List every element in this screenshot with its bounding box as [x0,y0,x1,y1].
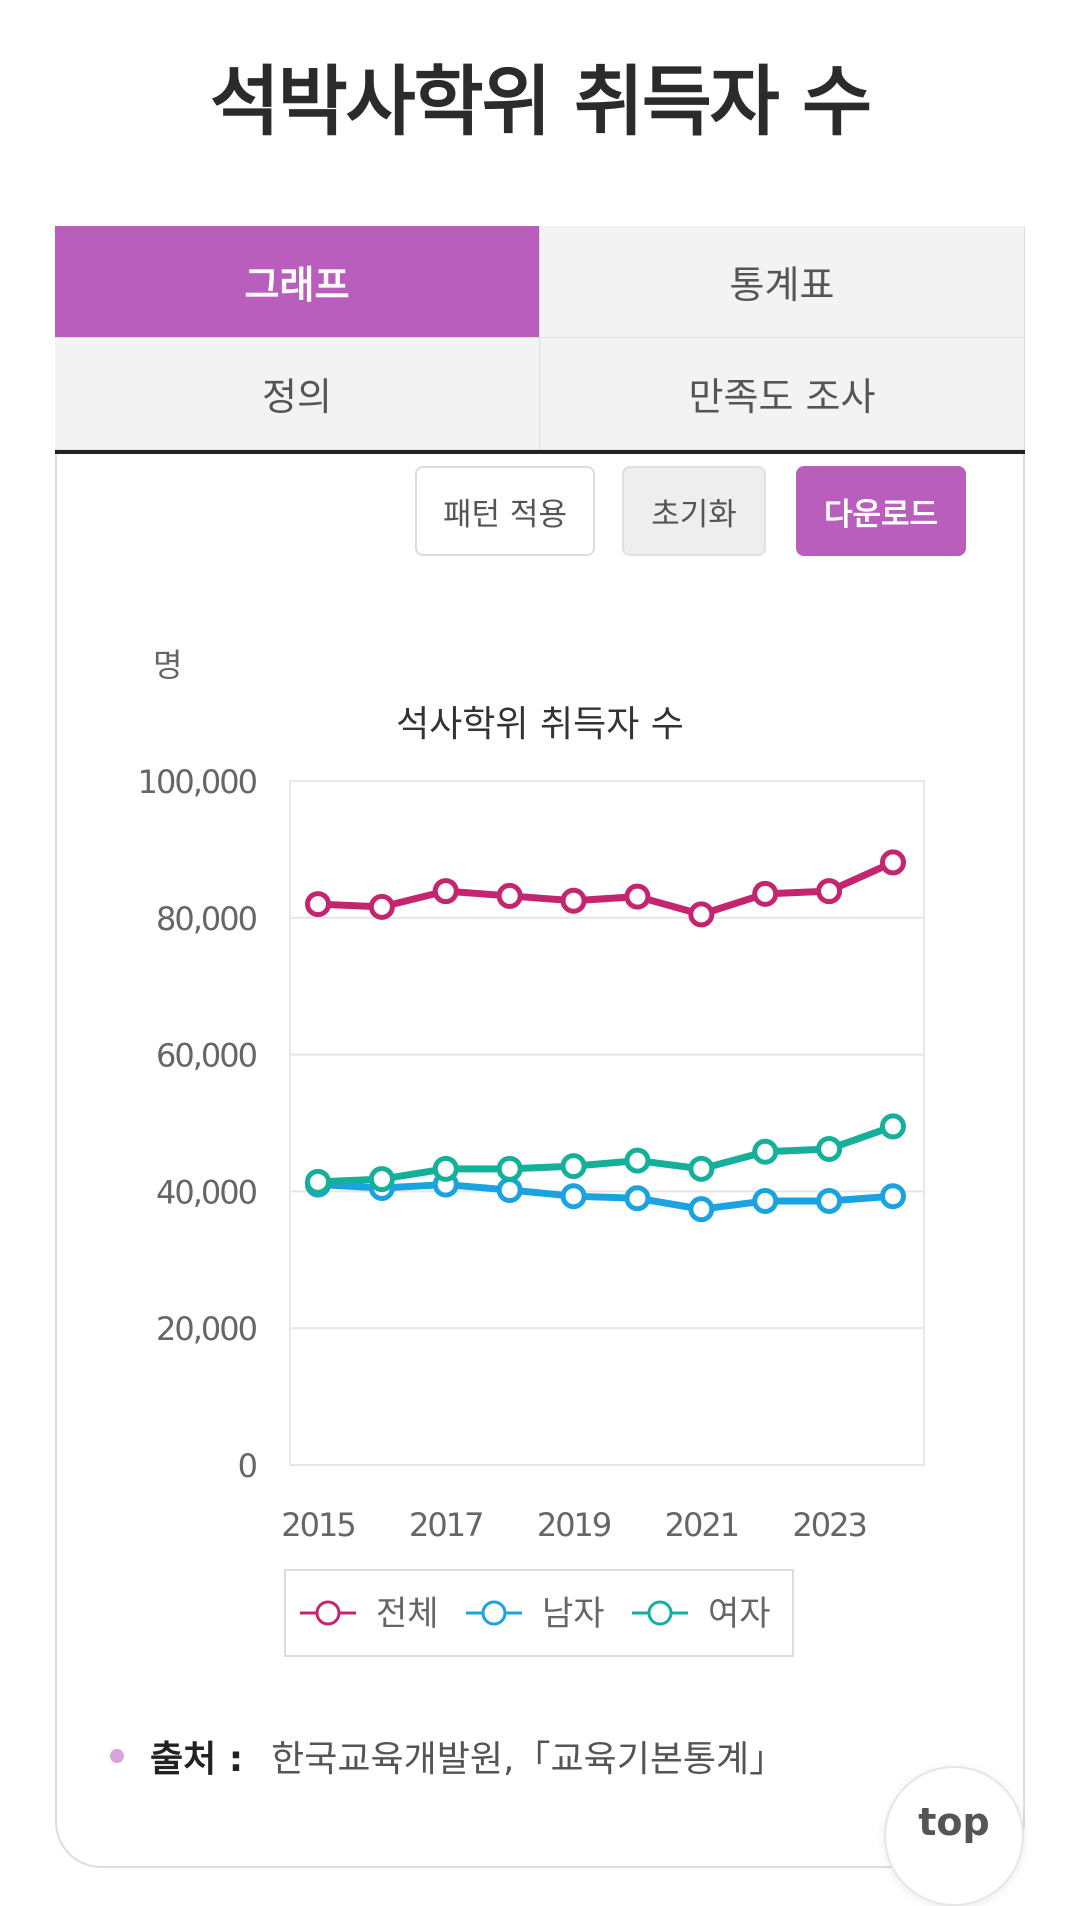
tab-survey[interactable]: 만족도 조사 [540,338,1025,450]
data-point [688,1155,715,1182]
data-point [752,880,779,907]
chart-title: 석사학위 취득자 수 [396,704,684,745]
data-point [880,1113,906,1140]
tab-graph[interactable]: 그래프 [55,226,540,338]
bullet-icon [110,1749,124,1763]
data-point [496,882,523,909]
top-button[interactable]: top [884,1766,1024,1906]
data-point [496,1155,523,1182]
x-tick-label: 2021 [665,1506,738,1544]
legend-box [284,1569,794,1657]
data-point [432,1155,459,1182]
legend-marker [315,1600,341,1626]
data-point [624,1147,651,1174]
legend-marker [647,1600,673,1626]
data-point [880,849,906,876]
x-tick-label: 2015 [281,1506,354,1544]
data-point [752,1138,779,1165]
series-line-여자 [317,1123,895,1186]
x-tick-label: 2023 [792,1506,865,1544]
data-point [816,878,843,905]
y-axis: 0 20,000 40,000 60,000 80,000 100,000 [138,763,259,1485]
data-point [624,883,651,910]
reset-button[interactable]: 초기화 [622,466,766,556]
tab-definition[interactable]: 정의 [55,338,540,450]
data-point [368,893,395,920]
legend-marker [481,1600,507,1626]
y-tick-label: 20,000 [156,1310,257,1348]
data-point [305,891,331,918]
y-tick-label: 80,000 [156,900,257,938]
unit-label: 명 [153,646,182,684]
data-point [880,1183,906,1210]
tab-table[interactable]: 통계표 [540,226,1025,338]
data-point [816,1135,843,1162]
x-axis: 2015 2017 2019 2021 2023 [281,1506,868,1544]
series-line-전체 [317,859,895,918]
legend-label: 전체 [376,1594,439,1634]
data-point [688,901,715,928]
source-text: 한국교육개발원,「교육기본통계」 [271,1739,786,1780]
data-point [624,1185,651,1212]
y-tick-label: 0 [238,1447,257,1485]
data-point [560,887,587,914]
legend-label: 여자 [708,1594,771,1634]
y-tick-label: 100,000 [138,763,257,801]
data-point [560,1153,587,1180]
data-point [688,1196,715,1223]
legend-label: 남자 [542,1594,605,1634]
data-point [432,878,459,905]
series-lines [317,859,895,1213]
x-tick-label: 2017 [409,1506,482,1544]
pattern-button[interactable]: 패턴 적용 [415,466,595,556]
grid-lines [290,916,924,1330]
source: 출처 : 한국교육개발원,「교육기본통계」 [110,1730,785,1782]
data-point [560,1183,587,1210]
data-point [368,1166,395,1193]
line-chart: 명 석사학위 취득자 수 0 20,000 40,000 60,000 80,000 10… [138,646,925,1657]
data-point [752,1187,779,1214]
y-tick-label: 60,000 [156,1037,257,1075]
tab-bar: 그래프 통계표 정의 만족도 조사 [55,226,1025,454]
download-button[interactable]: 다운로드 [796,466,966,556]
x-tick-label: 2019 [537,1506,611,1544]
series-points [305,849,906,1223]
source-label: 출처 : [150,1739,244,1780]
data-point [305,1168,331,1195]
series-line-남자 [317,1181,894,1213]
legend: 전체 남자 여자 [300,1594,771,1634]
y-tick-label: 40,000 [156,1173,257,1211]
plot-area [289,780,925,1466]
page-title: 석박사학위 취득자 수 [209,57,872,146]
data-point [496,1177,523,1204]
data-point [816,1187,843,1214]
